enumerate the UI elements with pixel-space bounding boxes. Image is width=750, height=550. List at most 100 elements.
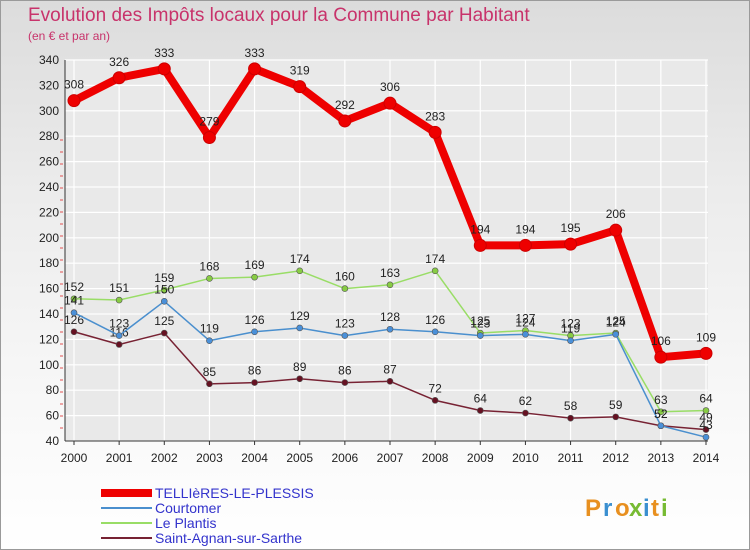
y-tick-label: 260 <box>39 155 59 169</box>
data-label: 195 <box>561 221 581 235</box>
data-label: 43 <box>699 418 713 432</box>
y-tick-label: 180 <box>39 256 59 270</box>
data-point <box>476 332 484 339</box>
data-point <box>160 286 168 294</box>
data-label: 58 <box>564 399 578 413</box>
data-point <box>70 328 78 336</box>
data-label: 62 <box>519 394 533 408</box>
data-label: 279 <box>199 114 219 128</box>
data-label: 319 <box>290 64 310 78</box>
data-point <box>296 267 304 275</box>
data-point <box>386 378 394 385</box>
data-point <box>112 71 126 85</box>
data-label: 151 <box>109 281 129 295</box>
data-point <box>157 62 171 76</box>
data-point <box>251 328 258 336</box>
data-label: 72 <box>428 381 442 395</box>
y-tick-label: 100 <box>39 358 59 372</box>
data-point <box>567 337 574 344</box>
x-tick-label: 2001 <box>106 451 133 465</box>
x-tick-label: 2005 <box>286 451 313 465</box>
data-label: 194 <box>515 222 535 236</box>
data-point <box>251 273 258 281</box>
y-tick-label: 320 <box>39 78 59 92</box>
data-label: 123 <box>335 317 355 331</box>
data-label: 128 <box>380 310 400 324</box>
data-label: 124 <box>515 315 535 329</box>
x-tick-label: 2013 <box>648 451 675 465</box>
data-label: 87 <box>383 362 397 376</box>
data-point <box>702 426 710 433</box>
data-label: 283 <box>425 109 445 123</box>
data-point <box>473 238 487 252</box>
data-label: 150 <box>154 282 174 296</box>
x-tick-label: 2004 <box>241 451 268 465</box>
data-label: 174 <box>425 252 445 266</box>
data-label: 119 <box>561 322 580 336</box>
brand-letter: r <box>603 495 612 522</box>
data-label: 123 <box>109 317 129 331</box>
data-point <box>431 267 439 275</box>
data-label: 206 <box>606 207 626 221</box>
chart-subtitle: (en € et par an) <box>28 29 111 43</box>
brand-letter: o <box>615 495 630 522</box>
data-label: 106 <box>651 334 671 348</box>
data-point <box>518 238 532 252</box>
data-label: 129 <box>290 309 310 323</box>
data-point <box>383 96 397 110</box>
brand-letter: x <box>629 495 643 522</box>
data-label: 125 <box>470 314 490 328</box>
y-tick-label: 280 <box>39 129 59 143</box>
data-point <box>522 409 529 417</box>
data-point <box>609 223 623 237</box>
data-point <box>612 413 620 421</box>
data-point <box>160 297 168 305</box>
data-label: 123 <box>561 317 581 331</box>
y-tick-label: 160 <box>39 282 59 296</box>
data-point <box>70 295 78 303</box>
data-label: 152 <box>64 280 84 294</box>
data-point <box>206 380 213 388</box>
y-tick-label: 80 <box>46 383 60 397</box>
data-label: 333 <box>245 46 265 60</box>
data-label: 159 <box>154 271 174 285</box>
legend-label: Le Plantis <box>155 515 216 531</box>
data-point <box>251 379 258 386</box>
data-label: 292 <box>335 98 355 112</box>
data-point <box>522 331 529 338</box>
brand-letter: P <box>585 495 601 522</box>
data-label: 85 <box>203 365 217 379</box>
data-point <box>70 309 78 317</box>
x-tick-label: 2006 <box>332 451 359 465</box>
data-point <box>476 407 484 414</box>
data-point <box>702 407 710 414</box>
data-point <box>296 375 304 383</box>
data-label: 126 <box>64 313 84 327</box>
y-tick-label: 140 <box>39 307 59 321</box>
brand-letter: i <box>643 495 650 522</box>
data-label: 308 <box>64 78 84 92</box>
data-label: 126 <box>425 313 445 327</box>
data-point <box>699 346 713 360</box>
y-tick-label: 300 <box>39 104 59 118</box>
data-point <box>206 337 213 344</box>
x-tick-label: 2002 <box>151 451 178 465</box>
chart-title: Evolution des Impôts locaux pour la Comm… <box>28 5 530 26</box>
x-tick-label: 2012 <box>602 451 629 465</box>
data-label: 163 <box>380 266 400 280</box>
data-point <box>702 433 710 441</box>
data-point <box>657 408 665 416</box>
data-label: 194 <box>470 222 490 236</box>
plot-area <box>65 60 708 441</box>
data-point <box>341 285 349 292</box>
data-point <box>202 130 216 144</box>
data-label: 141 <box>64 294 84 308</box>
data-point <box>428 125 442 139</box>
data-point <box>338 114 352 128</box>
brand-letter: t <box>651 495 659 522</box>
x-tick-label: 2009 <box>467 451 494 465</box>
legend-label: Saint-Agnan-sur-Sarthe <box>155 530 302 546</box>
